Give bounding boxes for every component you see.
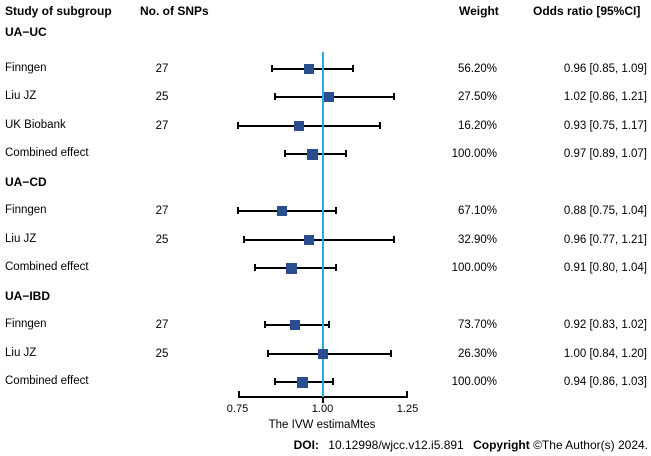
ci-cap-right: [328, 321, 331, 328]
copyright-value: ©The Author(s) 2024.: [533, 438, 648, 452]
snp-count: 27: [155, 62, 169, 75]
study-label: Liu JZ: [5, 232, 37, 245]
weight-value: 26.30%: [457, 347, 497, 360]
study-label: Combined effect: [5, 375, 89, 387]
study-label: Combined effect: [5, 147, 89, 159]
ci-line: [237, 124, 381, 127]
weight-value: 73.70%: [457, 319, 497, 331]
ci-cap-left: [263, 321, 266, 328]
study-label: Liu JZ: [5, 346, 37, 359]
ci-line: [274, 96, 394, 98]
or-marker: [303, 234, 314, 245]
ci-line: [268, 352, 391, 355]
subgroup-label: UA−UC: [5, 25, 47, 39]
or-marker: [306, 148, 318, 160]
or-ci-value: 1.02 [0.86, 1.21]: [563, 91, 647, 103]
ci-cap-left: [270, 64, 273, 72]
or-marker: [290, 320, 301, 330]
reference-line: [321, 52, 324, 397]
ci-cap-right: [392, 235, 395, 243]
ci-line: [237, 210, 337, 212]
snp-count: 27: [155, 119, 169, 132]
ci-cap-right: [331, 378, 334, 385]
ci-cap-left: [236, 121, 239, 129]
or-ci-value: 0.97 [0.89, 1.07]: [563, 148, 647, 160]
x-tick-label: 0.75: [226, 403, 249, 415]
or-marker: [293, 120, 304, 131]
column-header-odds-ratio: Odds ratio [95%CI]: [533, 4, 641, 18]
ci-cap-right: [335, 207, 338, 214]
footer: DOI: 10.12998/wjcc.v12.i5.891 Copyright …: [0, 438, 648, 452]
x-axis-cap-right: [405, 391, 408, 397]
study-label: Combined effect: [5, 261, 89, 273]
or-marker: [286, 262, 298, 274]
or-marker: [303, 63, 314, 74]
column-header-weight: Weight: [459, 4, 499, 18]
weight-value: 32.90%: [457, 233, 497, 246]
or-ci-value: 0.96 [0.85, 1.09]: [563, 62, 647, 75]
or-marker: [317, 348, 328, 359]
ci-cap-right: [389, 349, 392, 357]
subgroup-label: UA−CD: [5, 174, 47, 189]
weight-value: 56.20%: [457, 62, 497, 75]
study-label: UK Biobank: [5, 118, 66, 131]
column-header-study: Study of subgroup: [5, 4, 112, 18]
or-marker: [276, 206, 287, 216]
doi-label: DOI:: [293, 438, 319, 452]
x-axis-tick-ref: [321, 398, 324, 403]
or-ci-value: 0.94 [0.86, 1.03]: [563, 376, 647, 388]
column-header-snps: No. of SNPs: [140, 4, 209, 18]
or-ci-value: 0.88 [0.75, 1.04]: [563, 205, 647, 217]
x-tick-label: 1.00: [311, 403, 334, 415]
or-ci-value: 1.00 [0.84, 1.20]: [563, 347, 647, 360]
snp-count: 27: [155, 319, 169, 331]
x-axis-line: [237, 396, 408, 398]
ci-cap-right: [335, 264, 338, 271]
study-label: Liu JZ: [5, 90, 37, 102]
ci-line: [244, 238, 394, 241]
ci-cap-left: [253, 264, 256, 271]
study-label: Finngen: [5, 318, 47, 330]
weight-value: 100.00%: [451, 148, 497, 160]
ci-cap-left: [273, 378, 276, 385]
x-tick-label: 1.25: [396, 403, 419, 415]
weight-value: 16.20%: [457, 119, 497, 132]
or-ci-value: 0.92 [0.83, 1.02]: [563, 319, 647, 331]
doi-value: 10.12998/wjcc.v12.i5.891: [328, 438, 464, 452]
ci-cap-right: [392, 93, 395, 100]
weight-value: 67.10%: [457, 205, 497, 217]
weight-value: 100.00%: [451, 262, 497, 274]
ci-cap-left: [236, 207, 239, 214]
or-marker: [296, 376, 308, 388]
ci-cap-right: [352, 64, 355, 72]
ci-cap-left: [273, 93, 276, 100]
study-label: Finngen: [5, 204, 47, 216]
ci-cap-left: [243, 235, 246, 243]
copyright-label: Copyright: [473, 438, 530, 452]
or-ci-value: 0.91 [0.80, 1.04]: [563, 262, 647, 274]
or-ci-value: 0.93 [0.75, 1.17]: [563, 119, 647, 132]
study-label: Finngen: [5, 61, 47, 74]
subgroup-label: UA−IBD: [5, 288, 51, 303]
x-axis-cap-left: [237, 391, 240, 397]
ci-cap-right: [379, 121, 382, 129]
snp-count: 25: [155, 347, 169, 360]
or-ci-value: 0.96 [0.77, 1.21]: [563, 233, 647, 246]
snp-count: 27: [155, 205, 169, 217]
or-marker: [324, 92, 335, 102]
x-axis-label: The IVW estimaMtes: [268, 419, 376, 431]
snp-count: 25: [155, 233, 169, 246]
ci-cap-right: [345, 150, 348, 157]
weight-value: 100.00%: [451, 376, 497, 388]
ci-cap-left: [267, 349, 270, 357]
ci-cap-left: [284, 150, 287, 157]
snp-count: 25: [155, 91, 169, 103]
weight-value: 27.50%: [457, 91, 497, 103]
